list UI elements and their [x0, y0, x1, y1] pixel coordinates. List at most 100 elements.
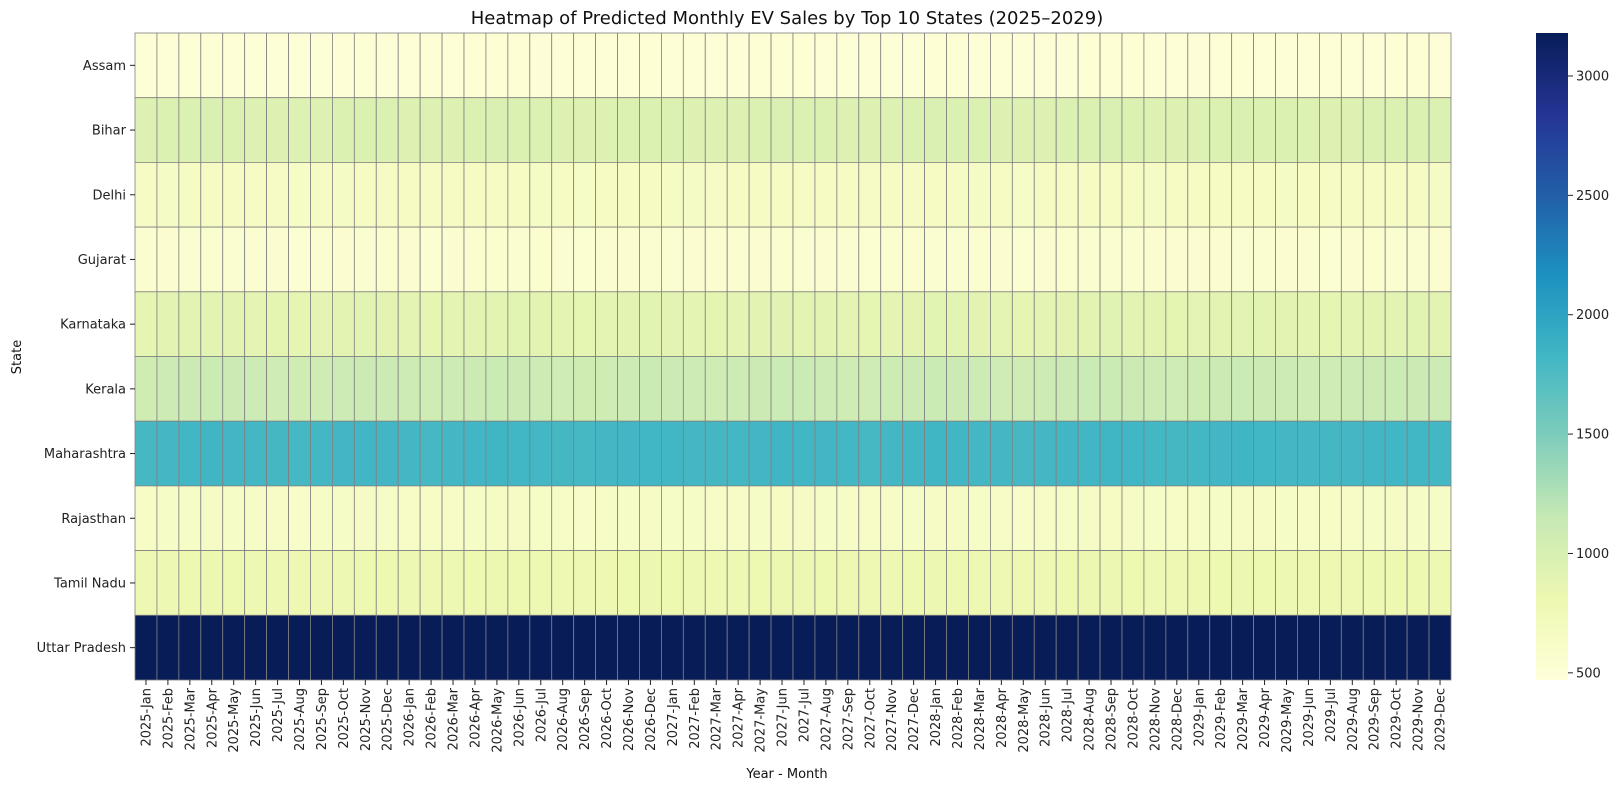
heatmap-cell: [1143, 550, 1167, 616]
heatmap-cell: [968, 420, 991, 487]
heatmap-cell: [1319, 226, 1342, 293]
heatmap-cell: [1253, 291, 1276, 357]
heatmap-cell: [178, 420, 202, 487]
x-tick-label: 2027-Jul: [797, 688, 812, 742]
heatmap-cell: [529, 226, 553, 293]
heatmap-cell: [419, 32, 443, 99]
x-tick-label: 2025-Sep: [315, 688, 330, 750]
heatmap-cell: [134, 356, 158, 422]
heatmap-cell: [1362, 226, 1386, 293]
heatmap-cell: [836, 32, 860, 99]
heatmap-cell: [661, 356, 684, 422]
heatmap-cell: [200, 161, 224, 228]
heatmap-cell: [1275, 550, 1298, 616]
heatmap-cell: [902, 161, 926, 228]
heatmap-cell: [529, 420, 553, 487]
x-tick-label: 2029-Nov: [1412, 688, 1427, 751]
heatmap-cell: [1033, 161, 1057, 228]
heatmap-cell: [661, 420, 684, 487]
heatmap-cell: [397, 291, 421, 357]
heatmap-cell: [200, 356, 224, 422]
heatmap-cell: [244, 32, 268, 99]
heatmap-cell: [1231, 614, 1254, 681]
heatmap-cell: [836, 97, 860, 163]
heatmap-cell: [1319, 291, 1342, 357]
heatmap-cell: [331, 291, 355, 357]
heatmap-cell: [1406, 485, 1430, 551]
heatmap-cell: [353, 420, 377, 487]
heatmap-cell: [266, 97, 289, 163]
heatmap-cell: [1319, 32, 1342, 99]
heatmap-cell: [551, 226, 575, 293]
heatmap-cell: [1253, 614, 1276, 681]
x-tick-label: 2029-Feb: [1214, 688, 1229, 749]
x-tick-label: 2029-Sep: [1368, 688, 1383, 750]
heatmap-cell: [1340, 97, 1364, 163]
heatmap-cell: [990, 291, 1013, 357]
heatmap-cell: [1253, 485, 1276, 551]
x-tick-label: 2028-Nov: [1148, 688, 1163, 751]
heatmap-cell: [507, 97, 531, 163]
heatmap-cell: [880, 614, 904, 681]
x-tick-label: 2027-Oct: [863, 688, 878, 749]
heatmap-cell: [507, 420, 531, 487]
heatmap-cell: [836, 485, 860, 551]
heatmap-cell: [551, 161, 575, 228]
heatmap-cell: [551, 291, 575, 357]
heatmap-cell: [792, 291, 816, 357]
heatmap-cell: [353, 356, 377, 422]
heatmap-cell: [419, 356, 443, 422]
heatmap-cell: [968, 291, 991, 357]
heatmap-cell: [1209, 356, 1233, 422]
heatmap-cell: [1011, 97, 1035, 163]
heatmap-cell: [836, 356, 860, 422]
heatmap-cell: [595, 420, 618, 487]
heatmap-cell: [529, 550, 553, 616]
heatmap-cell: [222, 420, 246, 487]
heatmap-cell: [573, 420, 597, 487]
heatmap-cell: [639, 356, 662, 422]
heatmap-cell: [200, 614, 224, 681]
heatmap-cell: [770, 32, 794, 99]
heatmap-cell: [1011, 420, 1035, 487]
x-tick-label: 2026-Oct: [600, 688, 615, 749]
heatmap-cell: [310, 161, 333, 228]
heatmap-cell: [617, 485, 640, 551]
heatmap-cell: [551, 32, 575, 99]
y-tick-label: Gujarat: [78, 253, 126, 268]
y-tick-label: Tamil Nadu: [53, 576, 126, 591]
heatmap-cell: [1209, 32, 1233, 99]
heatmap-cell: [902, 291, 926, 357]
heatmap-cell: [946, 291, 969, 357]
heatmap-cell: [639, 226, 662, 293]
heatmap-cell: [134, 614, 158, 681]
heatmap-cell: [1362, 32, 1386, 99]
heatmap-cell: [353, 614, 377, 681]
heatmap-cell: [748, 97, 772, 163]
heatmap-cell: [617, 614, 640, 681]
heatmap-cell: [397, 550, 421, 616]
heatmap-cell: [551, 485, 575, 551]
heatmap-cell: [310, 356, 333, 422]
heatmap-cell: [1319, 614, 1342, 681]
heatmap-cell: [595, 32, 618, 99]
heatmap-cell: [748, 420, 772, 487]
heatmap-cell: [770, 485, 794, 551]
heatmap-cell: [419, 291, 443, 357]
x-tick-label: 2027-Jan: [666, 688, 681, 747]
heatmap-cell: [222, 614, 246, 681]
heatmap-cell: [661, 291, 684, 357]
heatmap-cell: [1384, 356, 1408, 422]
heatmap-cell: [990, 614, 1013, 681]
heatmap-cell: [946, 614, 969, 681]
heatmap-cell: [1253, 32, 1276, 99]
heatmap-cell: [814, 291, 838, 357]
heatmap-cell: [990, 32, 1013, 99]
heatmap-cell: [1165, 32, 1189, 99]
heatmap-cell: [704, 356, 728, 422]
heatmap-cell: [419, 97, 443, 163]
x-tick-label: 2029-Jan: [1192, 688, 1207, 747]
heatmap-cell: [1121, 485, 1145, 551]
heatmap-cell: [375, 614, 399, 681]
heatmap-cell: [639, 420, 662, 487]
